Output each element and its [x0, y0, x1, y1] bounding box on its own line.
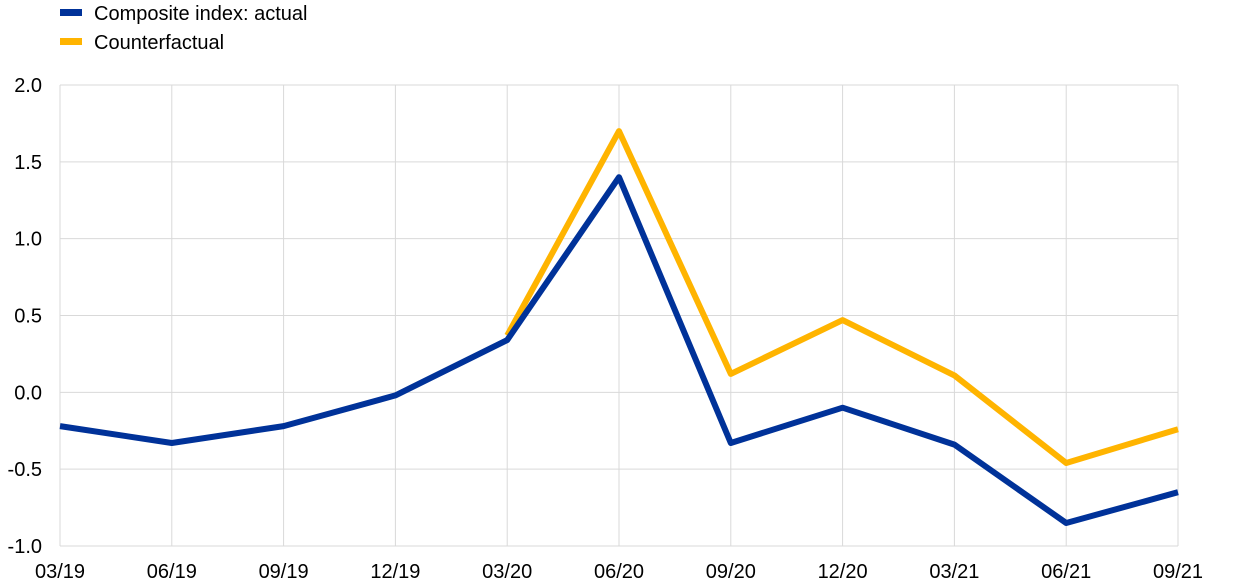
x-tick-label: 09/21 [1153, 561, 1203, 583]
legend-label-counterfactual: Counterfactual [94, 32, 224, 54]
x-tick-label: 12/20 [818, 561, 868, 583]
x-tick-label: 06/21 [1041, 561, 1091, 583]
x-tick-label: 12/19 [370, 561, 420, 583]
gridlines [59, 84, 1179, 547]
x-tick-label: 09/19 [259, 561, 309, 583]
y-tick-label: -0.5 [8, 459, 42, 481]
y-tick-label: -1.0 [8, 536, 42, 558]
series-line-composite-index-actual [59, 174, 1179, 526]
series-line-counterfactual [504, 128, 1179, 466]
y-tick-label: 1.0 [14, 229, 42, 251]
y-tick-label: 0.5 [14, 306, 42, 328]
x-tick-label: 03/20 [482, 561, 532, 583]
x-tick-label: 03/21 [929, 561, 979, 583]
y-tick-label: 0.0 [14, 382, 42, 404]
y-tick-label: 2.0 [14, 75, 42, 97]
x-tick-label: 03/19 [35, 561, 85, 583]
legend-swatch-counterfactual [60, 38, 82, 45]
y-tick-label: 1.5 [14, 152, 42, 174]
x-tick-label: 06/19 [147, 561, 197, 583]
x-axis-tick-labels: 03/19 06/19 09/19 12/19 03/20 06/20 09/20 12/20… [35, 561, 1203, 583]
x-tick-label: 09/20 [706, 561, 756, 583]
legend-swatch-actual [60, 9, 82, 16]
legend-label-actual: Composite index: actual [94, 3, 307, 25]
series-lines [59, 128, 1179, 526]
x-tick-label: 06/20 [594, 561, 644, 583]
y-axis-tick-labels: 2.0 1.5 1.0 0.5 0.0 -0.5 -1.0 [8, 75, 42, 558]
legend: Composite index: actual Counterfactual [60, 3, 307, 54]
